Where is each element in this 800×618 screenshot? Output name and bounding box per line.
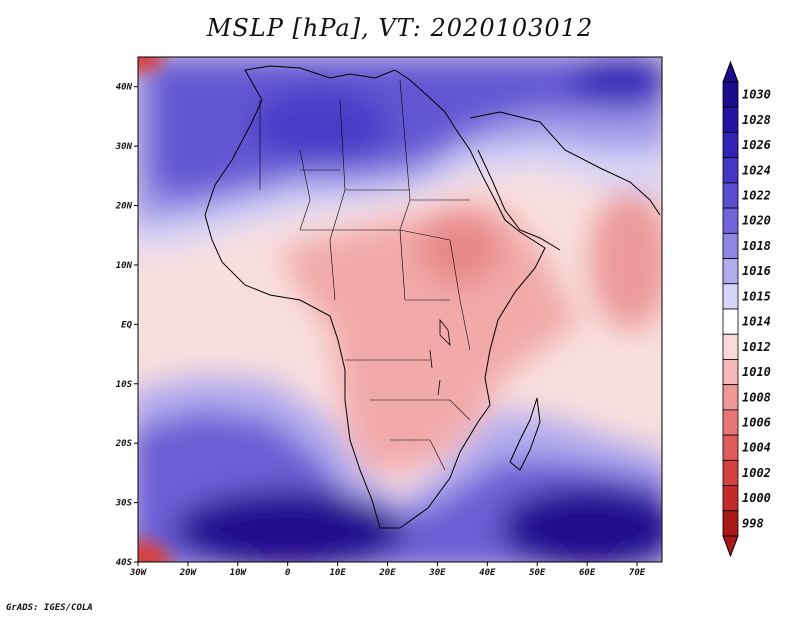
lake-outlines	[429, 318, 451, 396]
colorbar-label: 1026	[742, 138, 771, 152]
sahara-high-core	[250, 87, 390, 163]
colorbar-swatch	[722, 182, 739, 209]
lat-tick-label: 20S	[115, 439, 133, 449]
south-indian-high-core	[500, 486, 662, 562]
colorbar-swatch	[722, 359, 739, 386]
arabia-coastline	[469, 111, 661, 251]
colorbar-label: 1024	[742, 163, 771, 177]
colorbar-label: 1010	[742, 365, 771, 379]
colorbar-swatch	[722, 132, 739, 159]
equatorial-low	[280, 200, 580, 470]
colorbar-label: 1006	[742, 416, 771, 430]
lat-tick-label: 20N	[115, 202, 133, 212]
lat-tick-label: EQ	[121, 320, 132, 330]
colorbar-top-arrow	[722, 60, 739, 83]
colorbar-swatch	[722, 157, 739, 184]
colorbar-label: 1004	[742, 441, 771, 455]
lat-tick-label: 30S	[115, 499, 133, 509]
colorbar-label: 1028	[742, 113, 771, 127]
colorbar-swatch	[722, 510, 739, 537]
colorbar-bottom-arrow	[722, 535, 739, 558]
lon-tick-label: 20E	[378, 568, 396, 578]
colorbar-label: 1020	[742, 214, 771, 228]
colorbar-swatch	[722, 232, 739, 259]
lat-tick-label: 10N	[116, 261, 133, 271]
colorbar-label: 1012	[742, 340, 771, 354]
lat-tick-label: 40N	[116, 83, 133, 93]
lat-tick-label: 10S	[116, 380, 133, 390]
colorbar-swatch	[722, 258, 739, 285]
country-borders	[259, 79, 471, 471]
colorbar: 1030 1028 1026 1024 1022 1020 1018 1016 1015 1014…	[722, 60, 771, 558]
lon-tick-label: 10E	[329, 568, 346, 578]
colorbar-swatch	[722, 409, 739, 436]
colorbar-label: 1015	[742, 289, 771, 303]
colorbar-swatch	[722, 333, 739, 360]
longitude-axis: 30W 20W 10W 0 10E 20E 30E 40E 50E 60E 70E	[129, 562, 646, 578]
colorbar-label: 1016	[742, 264, 771, 278]
grads-credit: GrADS: IGES/COLA	[6, 603, 93, 613]
africa-coastline	[204, 65, 546, 529]
colorbar-swatch	[722, 106, 739, 133]
madagascar-outline	[509, 397, 541, 471]
colorbar-label: 1008	[742, 390, 771, 404]
lon-tick-label: 30E	[428, 568, 446, 578]
colorbar-label: 1002	[742, 466, 771, 480]
lon-tick-label: 70E	[629, 568, 646, 578]
latitude-axis: 40N 30N 20N 10N EQ 10S 20S 30S 40S	[115, 83, 138, 568]
colorbar-label: 1014	[742, 315, 771, 329]
lon-tick-label: 40E	[479, 568, 496, 578]
colorbar-label: 1022	[742, 189, 771, 203]
colorbar-label: 1018	[742, 239, 771, 253]
colorbar-swatch	[722, 81, 739, 108]
northwest-corner-low	[138, 57, 164, 73]
colorbar-swatch	[722, 434, 739, 461]
colorbar-swatch	[722, 283, 739, 310]
lon-tick-label: 20W	[179, 568, 198, 578]
east-africa-low-core	[420, 215, 500, 285]
colorbar-swatch	[722, 207, 739, 234]
lon-tick-label: 0	[285, 568, 291, 578]
southwest-corner-low	[138, 540, 170, 562]
lon-tick-label: 50E	[529, 568, 546, 578]
colorbar-swatch	[722, 308, 739, 335]
lat-tick-label: 40S	[116, 558, 133, 568]
arabian-low-core	[590, 190, 662, 330]
south-atlantic-high-core	[175, 490, 405, 562]
colorbar-label: 1030	[742, 88, 771, 102]
med-high-core	[570, 57, 662, 105]
lon-tick-label: 30W	[129, 568, 148, 578]
map-frame	[137, 56, 663, 563]
colorbar-label: 998	[742, 516, 764, 530]
lon-tick-label: 10W	[230, 568, 248, 578]
lat-tick-label: 30N	[115, 142, 133, 152]
pressure-field	[138, 57, 662, 562]
colorbar-swatch	[722, 384, 739, 411]
lon-tick-label: 60E	[579, 568, 596, 578]
chart-title: MSLP [hPa], VT: 2020103012	[206, 14, 594, 42]
colorbar-swatch	[722, 459, 739, 486]
colorbar-label: 1000	[742, 491, 771, 505]
colorbar-swatch	[722, 485, 739, 512]
